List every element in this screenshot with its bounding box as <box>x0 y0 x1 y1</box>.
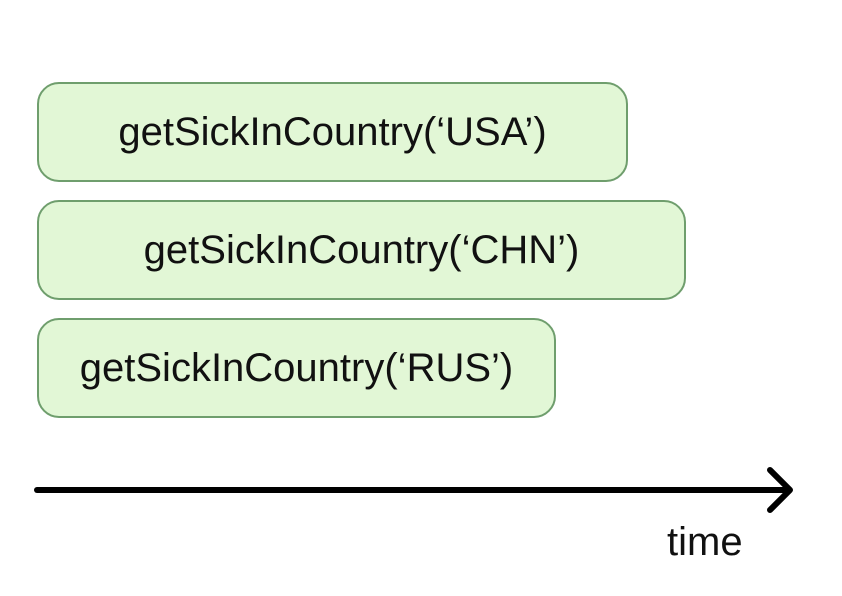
call-box-usa: getSickInCountry(‘USA’) <box>37 82 628 182</box>
call-box-chn: getSickInCountry(‘CHN’) <box>37 200 686 300</box>
time-axis-arrowhead <box>767 467 793 513</box>
call-label-usa: getSickInCountry(‘USA’) <box>118 109 547 154</box>
time-axis-label: time <box>667 520 743 564</box>
call-box-rus: getSickInCountry(‘RUS’) <box>37 318 556 418</box>
call-label-chn: getSickInCountry(‘CHN’) <box>143 227 580 272</box>
call-label-rus: getSickInCountry(‘RUS’) <box>79 345 514 390</box>
